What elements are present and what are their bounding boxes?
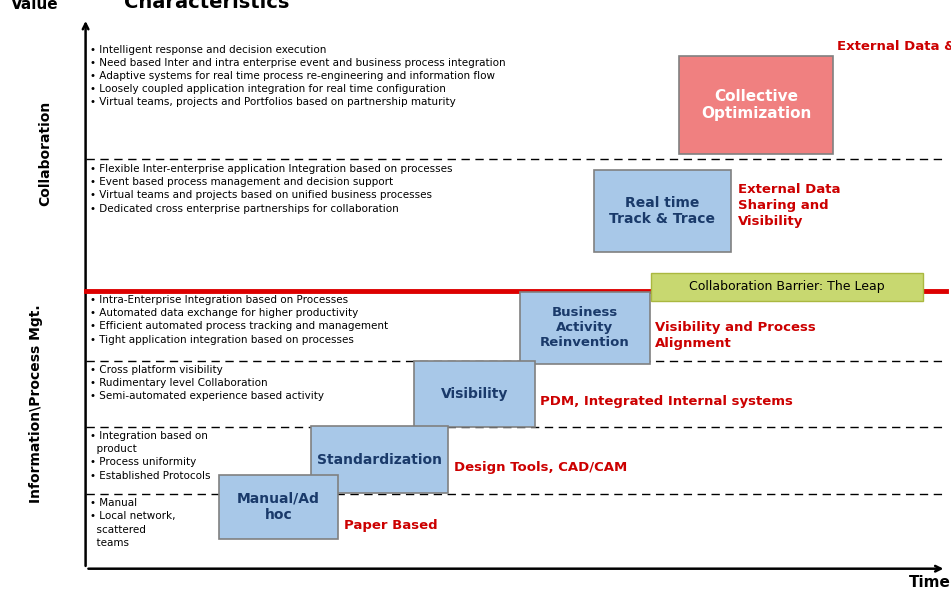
Text: • Cross platform visibility
• Rudimentary level Collaboration
• Semi-automated e: • Cross platform visibility • Rudimentar… bbox=[90, 365, 324, 401]
Text: Manual/Ad
hoc: Manual/Ad hoc bbox=[237, 492, 320, 522]
Text: • Flexible Inter-enterprise application Integration based on processes
• Event b: • Flexible Inter-enterprise application … bbox=[90, 164, 453, 214]
Text: Value: Value bbox=[11, 0, 59, 12]
Text: Business
Activity
Reinvention: Business Activity Reinvention bbox=[540, 306, 630, 349]
FancyBboxPatch shape bbox=[219, 475, 339, 538]
FancyBboxPatch shape bbox=[593, 171, 730, 252]
Text: Design Tools, CAD/CAM: Design Tools, CAD/CAM bbox=[454, 461, 628, 474]
Text: Time: Time bbox=[909, 575, 951, 590]
Text: • Intelligent response and decision execution
• Need based Inter and intra enter: • Intelligent response and decision exec… bbox=[90, 45, 506, 107]
FancyBboxPatch shape bbox=[650, 273, 922, 301]
Text: Visibility and Process
Alignment: Visibility and Process Alignment bbox=[655, 321, 816, 350]
Text: • Manual
• Local network,
  scattered
  teams: • Manual • Local network, scattered team… bbox=[90, 499, 176, 548]
FancyBboxPatch shape bbox=[520, 292, 650, 364]
FancyBboxPatch shape bbox=[414, 361, 535, 427]
Text: Visibility: Visibility bbox=[441, 387, 508, 401]
Text: Collaboration Barrier: The Leap: Collaboration Barrier: The Leap bbox=[689, 280, 884, 293]
Text: • Integration based on
  product
• Process uniformity
• Established Protocols: • Integration based on product • Process… bbox=[90, 431, 211, 480]
Text: Collaboration: Collaboration bbox=[39, 100, 52, 206]
Text: Real time
Track & Trace: Real time Track & Trace bbox=[610, 196, 715, 226]
Text: External Data
Sharing and
Visibility: External Data Sharing and Visibility bbox=[738, 183, 841, 228]
Text: Information\Process Mgt.: Information\Process Mgt. bbox=[29, 304, 43, 503]
FancyBboxPatch shape bbox=[679, 56, 833, 154]
Text: • Intra-Enterprise Integration based on Processes
• Automated data exchange for : • Intra-Enterprise Integration based on … bbox=[90, 295, 388, 345]
Text: Paper Based: Paper Based bbox=[344, 519, 437, 532]
Text: Characteristics: Characteristics bbox=[124, 0, 289, 12]
FancyBboxPatch shape bbox=[312, 427, 448, 493]
Text: Standardization: Standardization bbox=[318, 453, 442, 466]
Text: External Data & Process Sharing: External Data & Process Sharing bbox=[837, 40, 951, 53]
Text: Collective
Optimization: Collective Optimization bbox=[701, 89, 811, 122]
Text: PDM, Integrated Internal systems: PDM, Integrated Internal systems bbox=[540, 395, 793, 408]
